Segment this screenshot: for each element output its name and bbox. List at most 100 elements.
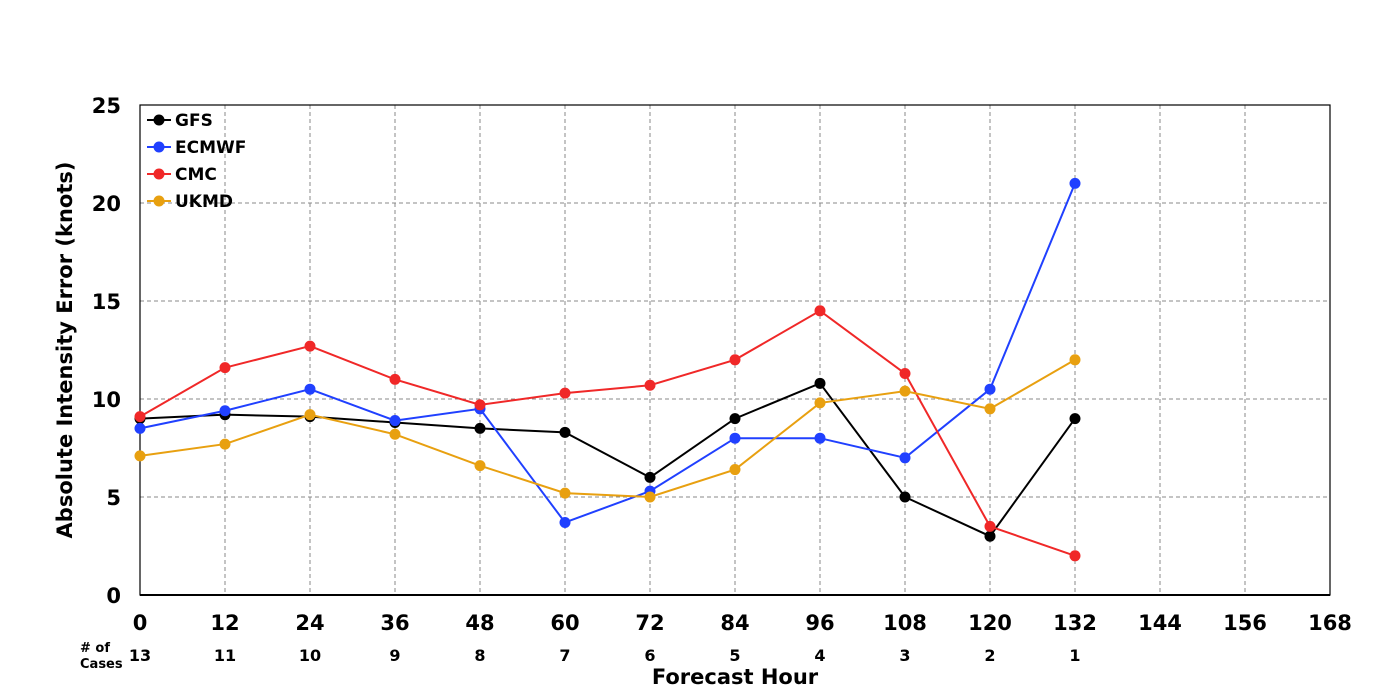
point-cmc-12 <box>219 362 231 374</box>
case-count-96: 4 <box>814 646 825 665</box>
point-cmc-96 <box>814 305 826 317</box>
cases-layer: # of Cases 13 11 10 9 8 7 6 5 4 3 2 1 <box>80 641 1081 672</box>
point-cmc-120 <box>984 520 996 532</box>
point-ecmwf-60 <box>559 516 571 528</box>
legend-marker-ecmwf <box>153 141 165 153</box>
point-ecmwf-120 <box>984 383 996 395</box>
point-ecmwf-132 <box>1069 177 1081 189</box>
x-tick-label-144: 144 <box>1138 611 1182 635</box>
point-ecmwf-0 <box>134 422 146 434</box>
series-cmc <box>134 305 1081 562</box>
point-gfs-72 <box>644 471 656 483</box>
point-ukmd-96 <box>814 397 826 409</box>
legend-marker-gfs <box>153 114 165 126</box>
point-ecmwf-36 <box>389 415 401 427</box>
point-ukmd-0 <box>134 450 146 462</box>
y-tick-label-10: 10 <box>92 388 121 412</box>
case-count-108: 3 <box>899 646 910 665</box>
point-ukmd-84 <box>729 464 741 476</box>
legend-label-ukmd: UKMD <box>175 192 233 212</box>
point-cmc-48 <box>474 399 486 411</box>
x-tick-label-132: 132 <box>1053 611 1097 635</box>
x-tick-label-108: 108 <box>883 611 927 635</box>
legend-item-ukmd: UKMD <box>147 192 233 212</box>
point-ukmd-72 <box>644 491 656 503</box>
point-ukmd-36 <box>389 428 401 440</box>
point-ukmd-48 <box>474 460 486 472</box>
tick-layer: 0 12 24 36 48 60 72 84 96 108 120 132 144 156 168 0 5 10 1… <box>92 94 1352 635</box>
point-cmc-72 <box>644 379 656 391</box>
legend-label-cmc: CMC <box>175 165 217 185</box>
x-tick-label-84: 84 <box>720 611 749 635</box>
x-tick-label-96: 96 <box>805 611 834 635</box>
point-gfs-120 <box>984 530 996 542</box>
case-count-132: 1 <box>1069 646 1080 665</box>
x-tick-label-168: 168 <box>1308 611 1352 635</box>
point-gfs-84 <box>729 413 741 425</box>
point-cmc-0 <box>134 411 146 423</box>
y-tick-label-15: 15 <box>92 290 121 314</box>
point-gfs-108 <box>899 491 911 503</box>
point-ecmwf-96 <box>814 432 826 444</box>
legend-marker-cmc <box>153 168 165 180</box>
x-tick-label-120: 120 <box>968 611 1012 635</box>
point-gfs-60 <box>559 426 571 438</box>
point-ukmd-12 <box>219 438 231 450</box>
series-ecmwf <box>134 177 1081 528</box>
point-gfs-132 <box>1069 413 1081 425</box>
y-tick-label-20: 20 <box>92 192 121 216</box>
x-tick-label-60: 60 <box>550 611 579 635</box>
x-tick-label-24: 24 <box>295 611 324 635</box>
grid-layer <box>140 105 1330 595</box>
legend-label-gfs: GFS <box>175 111 213 131</box>
case-count-60: 7 <box>559 646 570 665</box>
x-tick-label-36: 36 <box>380 611 409 635</box>
x-tick-label-156: 156 <box>1223 611 1267 635</box>
case-count-0: 13 <box>129 646 151 665</box>
series-line-ukmd <box>139 358 1076 499</box>
y-tick-label-25: 25 <box>92 94 121 118</box>
case-count-24: 10 <box>299 646 321 665</box>
legend-item-cmc: CMC <box>147 165 217 185</box>
case-count-36: 9 <box>389 646 400 665</box>
legend: GFS ECMWF CMC UKMD <box>147 111 246 212</box>
series-line-ecmwf <box>139 183 1076 524</box>
case-count-120: 2 <box>984 646 995 665</box>
point-gfs-96 <box>814 377 826 389</box>
point-ecmwf-12 <box>219 405 231 417</box>
point-ukmd-24 <box>304 409 316 421</box>
point-ecmwf-24 <box>304 383 316 395</box>
point-cmc-60 <box>559 387 571 399</box>
point-ecmwf-108 <box>899 452 911 464</box>
series-ukmd <box>134 354 1081 503</box>
point-cmc-132 <box>1069 550 1081 562</box>
y-tick-label-0: 0 <box>106 584 121 608</box>
point-ukmd-108 <box>899 385 911 397</box>
legend-label-ecmwf: ECMWF <box>175 138 246 158</box>
x-axis-title: Forecast Hour <box>652 665 819 689</box>
point-cmc-24 <box>304 340 316 352</box>
series-layer <box>134 177 1081 562</box>
case-count-48: 8 <box>474 646 485 665</box>
case-count-84: 5 <box>729 646 740 665</box>
x-tick-label-0: 0 <box>133 611 148 635</box>
x-tick-label-12: 12 <box>210 611 239 635</box>
y-axis-title: Absolute Intensity Error (knots) <box>53 162 77 539</box>
legend-item-ecmwf: ECMWF <box>147 138 246 158</box>
point-cmc-84 <box>729 354 741 366</box>
point-cmc-36 <box>389 373 401 385</box>
x-tick-label-48: 48 <box>465 611 494 635</box>
legend-marker-ukmd <box>153 195 165 207</box>
point-ecmwf-84 <box>729 432 741 444</box>
case-count-12: 11 <box>214 646 236 665</box>
point-ukmd-132 <box>1069 354 1081 366</box>
point-ukmd-60 <box>559 487 571 499</box>
x-tick-label-72: 72 <box>635 611 664 635</box>
cases-label-line2: Cases <box>80 657 123 672</box>
point-cmc-108 <box>899 368 911 380</box>
series-line-cmc <box>139 309 1076 557</box>
series-line-gfs <box>139 382 1076 538</box>
y-tick-label-5: 5 <box>106 486 121 510</box>
case-count-72: 6 <box>644 646 655 665</box>
